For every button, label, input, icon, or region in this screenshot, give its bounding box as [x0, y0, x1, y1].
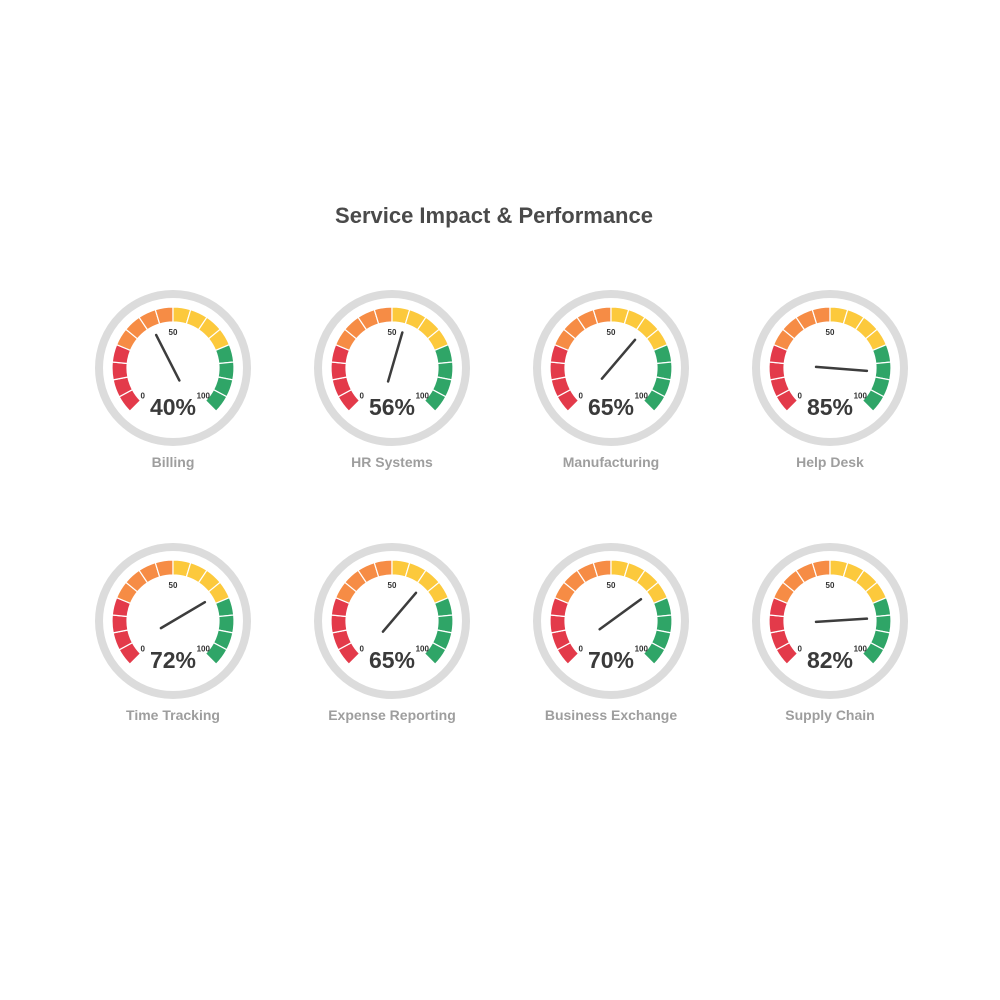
tick-label: 0 [797, 644, 802, 653]
tick-label: 50 [826, 328, 835, 337]
gauge-segment [111, 361, 129, 381]
tick-label: 100 [197, 644, 211, 653]
tick-label: 50 [169, 581, 178, 590]
tick-label: 100 [854, 644, 868, 653]
gauge-segment [423, 641, 447, 665]
tick-label: 50 [388, 581, 397, 590]
tick-label: 0 [797, 391, 802, 400]
gauge-name-label: Time Tracking [126, 707, 220, 723]
gauge-segment [549, 614, 567, 634]
gauge-name-label: Business Exchange [544, 707, 678, 723]
gauge-segment [549, 361, 567, 381]
gauge-value-label: 56% [369, 394, 415, 420]
gauge-help-desk: 0 50 100 85% Help Desk [730, 290, 930, 500]
gauge-segment [642, 641, 666, 665]
gauge-needle [814, 617, 869, 624]
gauge-value-label: 82% [807, 647, 853, 673]
tick-label: 50 [388, 328, 397, 337]
gauge-name-label: Manufacturing [562, 454, 660, 470]
gauge-needle [154, 333, 181, 382]
tick-label: 100 [635, 391, 649, 400]
gauge-needle [600, 338, 637, 380]
gauge-segment [111, 614, 129, 634]
gauge-value-label: 65% [369, 647, 415, 673]
gauge-hr-systems: 0 50 100 56% HR Systems [292, 290, 492, 500]
tick-label: 50 [826, 581, 835, 590]
gauge-segment [861, 388, 885, 412]
tick-label: 0 [359, 644, 364, 653]
gauge-segment [330, 361, 348, 381]
tick-label: 0 [140, 644, 145, 653]
gauge-value-label: 70% [588, 647, 634, 673]
page-title: Service Impact & Performance [335, 203, 653, 228]
gauge-supply-chain: 0 50 100 82% Supply Chain [730, 543, 930, 753]
gauge-segment [768, 614, 786, 634]
tick-label: 100 [416, 391, 430, 400]
tick-label: 50 [607, 328, 616, 337]
gauge-needle [386, 331, 404, 383]
gauge-needle [814, 365, 869, 373]
gauge-segment [861, 641, 885, 665]
gauge-name-label: Expense Reporting [328, 707, 456, 723]
gauge-name-label: Billing [151, 454, 195, 470]
gauge-value-label: 72% [150, 647, 196, 673]
gauge-expense-reporting: 0 50 100 65% Expense Reporting [292, 543, 492, 753]
gauge-needle [159, 600, 207, 630]
gauge-segment [204, 388, 228, 412]
tick-label: 0 [140, 391, 145, 400]
tick-label: 100 [416, 644, 430, 653]
gauge-segment [768, 361, 786, 381]
gauge-manufacturing: 0 50 100 65% Manufacturing [511, 290, 711, 500]
gauge-segment [204, 641, 228, 665]
tick-label: 100 [635, 644, 649, 653]
tick-label: 50 [607, 581, 616, 590]
tick-label: 100 [197, 391, 211, 400]
gauge-value-label: 40% [150, 394, 196, 420]
gauge-value-label: 85% [807, 394, 853, 420]
gauge-needle [381, 591, 418, 633]
tick-label: 0 [578, 391, 583, 400]
gauge-billing: 0 50 100 40% Billing [73, 290, 273, 500]
gauge-segment [642, 388, 666, 412]
tick-label: 50 [169, 328, 178, 337]
gauge-value-label: 65% [588, 394, 634, 420]
tick-label: 100 [854, 391, 868, 400]
gauge-name-label: Supply Chain [785, 707, 875, 723]
gauge-business-exchange: 0 50 100 70% Business Exchange [511, 543, 711, 753]
gauge-needle [598, 598, 643, 631]
gauge-name-label: Help Desk [796, 454, 864, 470]
tick-label: 0 [359, 391, 364, 400]
gauge-time-tracking: 0 50 100 72% Time Tracking [73, 543, 273, 753]
gauge-name-label: HR Systems [351, 454, 433, 470]
gauge-segment [330, 614, 348, 634]
gauge-segment [423, 388, 447, 412]
tick-label: 0 [578, 644, 583, 653]
